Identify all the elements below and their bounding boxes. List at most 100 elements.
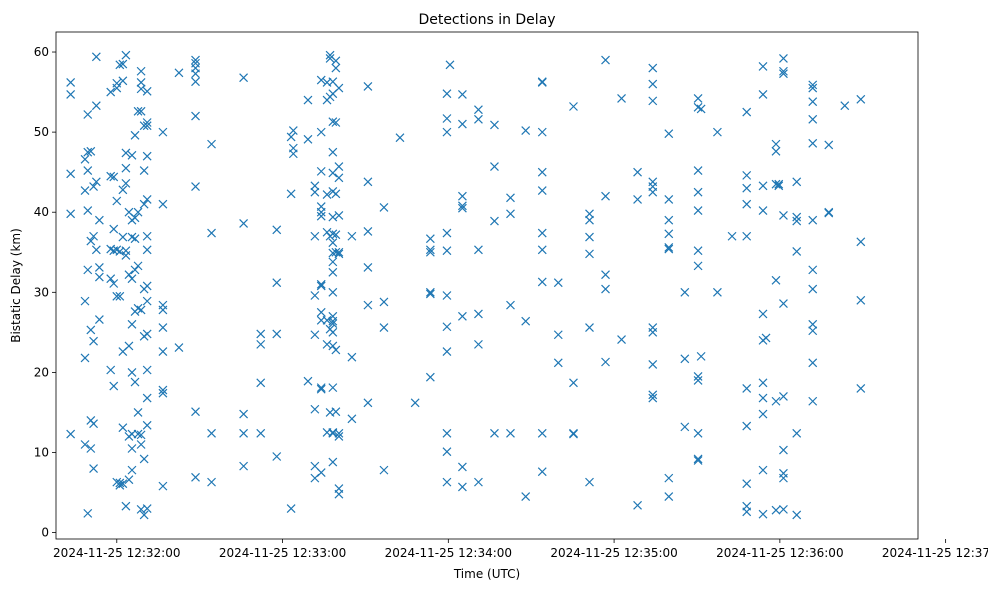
data-point-marker xyxy=(83,508,93,518)
data-point-marker xyxy=(742,107,752,117)
data-point-marker xyxy=(648,327,658,337)
data-point-marker xyxy=(158,388,168,398)
data-point-marker xyxy=(363,398,373,408)
data-point-marker xyxy=(553,330,563,340)
data-point-marker xyxy=(442,89,452,99)
data-point-marker xyxy=(742,170,752,180)
data-point-marker xyxy=(334,247,344,257)
data-point-marker xyxy=(158,347,168,357)
data-point-marker xyxy=(792,247,802,256)
data-point-marker xyxy=(537,186,547,196)
data-point-marker xyxy=(142,420,152,430)
data-point-marker xyxy=(585,232,594,242)
marker-layer xyxy=(66,50,866,520)
data-point-marker xyxy=(328,238,338,248)
data-point-marker xyxy=(127,465,137,475)
data-point-marker xyxy=(106,87,116,97)
data-point-marker xyxy=(115,60,125,70)
data-point-marker xyxy=(136,106,146,116)
data-point-marker xyxy=(808,358,818,368)
data-point-marker xyxy=(824,208,834,218)
data-point-marker xyxy=(322,227,332,237)
data-point-marker xyxy=(537,228,547,238)
data-point-marker xyxy=(112,83,122,93)
data-point-marker xyxy=(328,287,338,297)
data-point-marker xyxy=(66,90,76,99)
data-point-marker xyxy=(808,80,818,90)
data-point-marker xyxy=(779,54,788,63)
data-point-marker xyxy=(142,118,152,127)
data-point-marker xyxy=(442,228,452,238)
data-point-marker xyxy=(585,209,594,219)
data-point-marker xyxy=(334,249,344,259)
data-point-marker xyxy=(127,444,137,453)
data-point-marker xyxy=(457,119,467,129)
data-point-marker xyxy=(133,303,143,313)
data-point-marker xyxy=(66,78,76,87)
data-point-marker xyxy=(191,182,200,192)
data-point-marker xyxy=(601,284,610,294)
data-point-marker xyxy=(474,114,483,124)
data-point-marker xyxy=(115,291,125,301)
data-point-marker xyxy=(239,428,249,438)
data-point-marker xyxy=(328,267,338,277)
data-point-marker xyxy=(742,183,752,193)
data-point-marker xyxy=(442,428,452,438)
data-point-marker xyxy=(664,492,674,501)
data-point-marker xyxy=(693,102,703,112)
data-point-marker xyxy=(457,201,467,211)
y-tick-label: 10 xyxy=(34,445,49,459)
data-point-marker xyxy=(303,134,313,144)
data-point-marker xyxy=(191,111,200,121)
data-point-marker xyxy=(328,457,338,467)
data-point-marker xyxy=(363,82,373,91)
data-point-marker xyxy=(648,393,658,403)
data-point-marker xyxy=(328,383,338,393)
data-point-marker xyxy=(106,171,116,181)
data-point-marker xyxy=(158,323,168,332)
y-tick-label: 30 xyxy=(34,285,49,299)
data-point-marker xyxy=(585,323,594,332)
data-point-marker xyxy=(664,194,674,204)
data-point-marker xyxy=(425,247,435,257)
data-point-marker xyxy=(316,207,326,217)
data-point-marker xyxy=(118,76,128,86)
data-point-marker xyxy=(601,270,610,280)
data-point-marker xyxy=(693,456,703,465)
data-point-marker xyxy=(680,422,690,432)
data-point-marker xyxy=(272,225,282,235)
x-tick-label: 2024-11-25 12:35:00 xyxy=(550,546,677,560)
data-point-marker xyxy=(693,371,703,381)
data-point-marker xyxy=(334,432,344,441)
data-point-marker xyxy=(779,445,788,455)
data-point-marker xyxy=(648,79,658,89)
data-point-marker xyxy=(442,477,452,487)
data-point-marker xyxy=(310,231,320,241)
data-point-marker xyxy=(779,473,788,483)
data-point-marker xyxy=(442,246,452,256)
data-point-marker xyxy=(490,120,499,130)
data-point-marker xyxy=(506,193,515,203)
data-point-marker xyxy=(328,327,338,337)
data-point-marker xyxy=(121,163,131,173)
data-point-marker xyxy=(139,166,149,175)
data-point-marker xyxy=(474,309,483,319)
data-point-marker xyxy=(633,167,642,177)
data-point-marker xyxy=(553,278,563,288)
data-point-marker xyxy=(136,440,146,449)
data-point-marker xyxy=(569,102,578,111)
data-point-marker xyxy=(316,75,326,85)
data-point-marker xyxy=(410,398,420,408)
data-point-marker xyxy=(91,177,101,187)
data-point-marker xyxy=(109,224,119,234)
data-point-marker xyxy=(363,263,373,272)
data-point-marker xyxy=(779,69,788,79)
data-point-marker xyxy=(347,352,357,362)
plot-frame xyxy=(55,31,919,540)
data-point-marker xyxy=(664,243,674,252)
data-point-marker xyxy=(363,227,373,236)
data-point-marker xyxy=(91,52,101,62)
data-point-marker xyxy=(664,215,674,225)
data-point-marker xyxy=(648,96,658,106)
data-point-marker xyxy=(633,194,642,204)
